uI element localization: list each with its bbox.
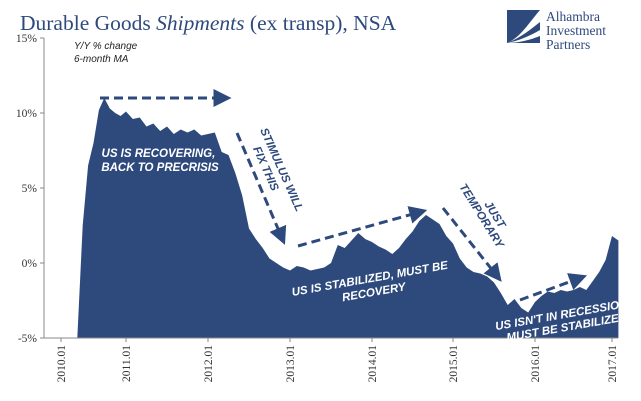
- x-tick-label: 2014.01: [367, 345, 379, 383]
- y-tick-label: -5%: [18, 333, 38, 345]
- plot-area: [77, 98, 619, 338]
- x-tick-label: 2010.01: [56, 345, 68, 383]
- x-tick-label: 2017.01: [607, 345, 619, 383]
- logo-line-3: Partners: [546, 37, 590, 52]
- annotation-recovering: US IS RECOVERING, BACK TO PRECRISIS: [101, 148, 219, 174]
- arrow-temporary-down: [441, 207, 502, 282]
- y-tick-label: 5%: [22, 183, 38, 195]
- annotation-recovering-line-2: BACK TO PRECRISIS: [101, 162, 219, 174]
- x-tick-label: 2011.01: [121, 345, 133, 382]
- y-tick-label: 10%: [16, 108, 38, 120]
- annotation-temporary: JUST TEMPORARY: [456, 175, 516, 251]
- y-tick-label: 0%: [22, 258, 38, 270]
- logo-line-2: Investment: [546, 23, 606, 38]
- logo-line-1: Alhambra: [546, 9, 600, 24]
- alhambra-logo: Alhambra Investment Partners: [507, 9, 606, 52]
- arrow-stabilized-2-up: [519, 273, 588, 302]
- logo-mark-icon: [507, 10, 540, 43]
- series-note-1: Y/Y % change: [74, 41, 138, 52]
- x-axis: 2010.01 2011.01 2012.01 2013.01 2014.01 2015.…: [44, 337, 619, 383]
- arrow-stabilized-up: [297, 206, 428, 248]
- area-series: [77, 98, 619, 338]
- title-part2: (ex transp), NSA: [245, 11, 397, 35]
- x-tick-label: 2015.01: [448, 345, 460, 383]
- title-part1: Durable Goods: [20, 11, 156, 35]
- chart-title: Durable Goods Shipments (ex transp), NSA: [20, 11, 397, 35]
- x-tick-label: 2016.01: [530, 345, 542, 383]
- annotation-recovering-line-1: US IS RECOVERING,: [102, 148, 216, 160]
- trend-arrows: [100, 89, 588, 302]
- x-tick-label: 2012.01: [203, 345, 215, 383]
- y-tick-label: 15%: [16, 33, 38, 45]
- title-italic: Shipments: [156, 11, 244, 35]
- x-tick-label: 2013.01: [285, 345, 297, 383]
- arrow-stimulus-down: [235, 132, 287, 245]
- series-note-2: 6-month MA: [74, 54, 129, 65]
- y-axis: -5% 0% 5% 10% 15%: [16, 33, 45, 345]
